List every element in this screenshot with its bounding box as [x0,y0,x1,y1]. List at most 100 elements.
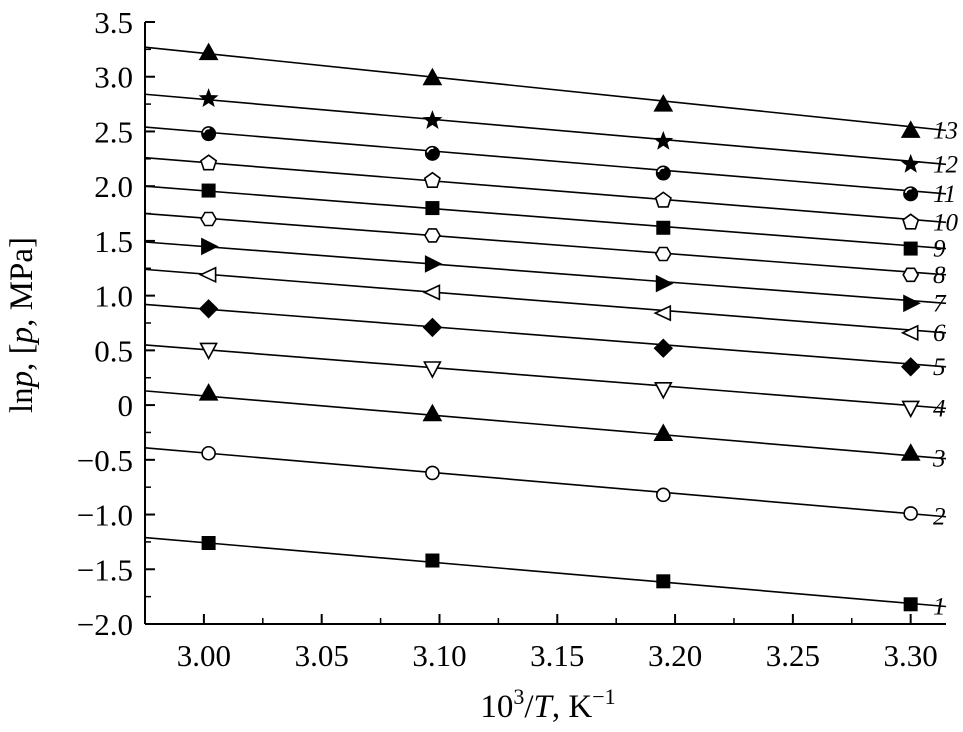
x-tick-label: 3.10 [412,638,466,673]
marker-series-11 [903,186,919,202]
marker-series-12 [422,110,443,129]
marker-series-1 [903,597,918,612]
marker-series-5 [422,317,443,338]
series-label-5: 5 [933,354,946,381]
x-tick-label: 3.20 [648,638,702,673]
series-label-4: 4 [933,395,946,422]
marker-series-9 [425,201,440,216]
marker-series-8 [423,228,441,243]
x-tick-label: 3.25 [766,638,820,673]
marker-series-6 [653,304,672,322]
y-tick-label: 3.5 [94,5,133,40]
y-tick-label: 0 [118,388,134,423]
marker-series-13 [653,94,674,112]
x-tick-label: 3.15 [530,638,584,673]
series-label-6: 6 [933,320,946,347]
series-label-13: 13 [933,117,958,144]
x-tick-label: 3.00 [177,638,231,673]
marker-series-3 [198,383,219,401]
y-tick-label: 2.0 [94,169,133,204]
marker-series-4 [901,400,921,419]
marker-series-5 [900,357,921,377]
y-tick-label: 0.5 [94,333,133,368]
marker-series-4 [423,361,442,379]
fit-line-10 [144,156,947,224]
marker-series-2 [903,506,918,521]
y-tick-label: −1.5 [77,552,133,587]
fit-line-3 [144,390,947,460]
marker-series-2 [201,445,216,461]
series-label-10: 10 [933,209,959,236]
fit-line-11 [144,126,947,195]
series-label-9: 9 [933,236,946,263]
marker-series-7 [655,274,674,293]
series-label-3: 3 [932,446,946,473]
marker-series-1 [656,574,671,589]
marker-series-12 [900,153,921,173]
fit-line-5 [144,303,947,368]
marker-series-4 [653,381,673,400]
y-axis-title: lnp, [p, MPa] [4,237,40,413]
marker-series-5 [198,299,219,319]
marker-series-5 [653,338,674,358]
marker-series-2 [655,487,671,503]
fit-line-12 [144,93,947,166]
marker-series-3 [900,443,921,461]
fit-line-13 [144,46,947,132]
marker-series-11 [201,126,217,142]
series-label-11: 11 [933,181,956,208]
marker-series-9 [201,183,216,198]
marker-series-11 [424,145,440,161]
fit-line-4 [144,344,947,410]
y-tick-label: 3.0 [94,60,133,95]
marker-series-7 [903,294,921,313]
marker-series-6 [422,284,441,301]
marker-series-6 [900,324,919,342]
x-axis-title: 103/T, K−1 [480,684,615,725]
data-markers [198,42,921,612]
marker-series-10 [200,154,218,171]
series-label-2: 2 [933,504,946,531]
fit-lines [144,46,947,608]
marker-series-9 [656,220,671,235]
marker-series-13 [422,67,443,86]
marker-series-8 [654,246,672,262]
y-tick-label: −0.5 [77,443,133,478]
axes: 3.5 3.0 2.5 2.0 1.5 1.0 0.5 0 −0.5 −1.0 −1.5 −2.0 3.… [77,5,946,673]
fit-line-8 [144,212,947,276]
marker-series-7 [424,255,443,273]
fit-line-2 [144,446,947,518]
x-tick-label: 3.30 [884,638,938,673]
y-tick-label: −2.0 [77,607,133,642]
marker-series-3 [653,423,674,441]
fit-line-9 [144,185,947,250]
series-label-7: 7 [933,290,947,317]
y-tick-label: 1.5 [94,224,133,259]
series-label-12: 12 [933,151,958,178]
marker-series-8 [902,267,920,283]
marker-series-4 [199,342,218,361]
fit-line-7 [144,241,947,305]
marker-series-9 [903,241,918,256]
marker-series-6 [198,266,217,284]
marker-series-10 [654,191,672,208]
marker-series-12 [198,88,219,108]
series-label-8: 8 [933,262,946,289]
marker-series-1 [425,553,440,568]
marker-series-10 [902,213,920,230]
marker-series-1 [201,536,216,551]
y-tick-label: 1.0 [94,279,133,314]
marker-series-13 [900,120,921,138]
y-tick-label: 2.5 [94,114,133,149]
marker-series-3 [422,403,443,422]
marker-series-7 [201,237,219,256]
marker-series-13 [198,42,219,61]
marker-series-8 [200,211,218,227]
fit-line-1 [144,536,947,608]
marker-series-12 [653,130,674,150]
marker-series-10 [423,171,441,188]
marker-series-11 [655,165,671,181]
x-tick-label: 3.05 [295,638,349,673]
